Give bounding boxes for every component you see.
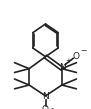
- Text: N: N: [59, 63, 66, 72]
- Text: •: •: [49, 106, 55, 109]
- Text: +: +: [66, 58, 72, 64]
- Text: N: N: [42, 92, 49, 101]
- Text: −: −: [80, 46, 86, 55]
- Text: O: O: [73, 52, 80, 61]
- Text: O: O: [42, 105, 49, 109]
